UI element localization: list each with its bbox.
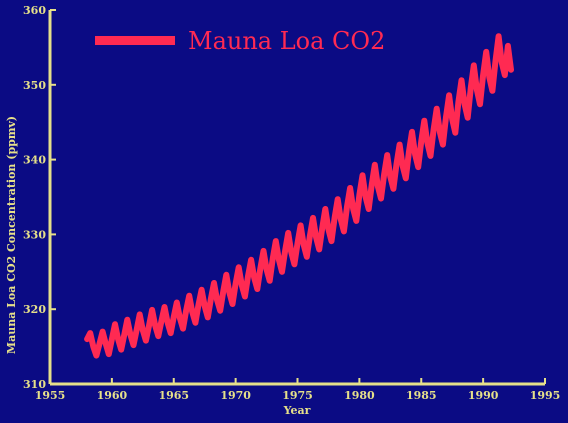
- x-tick-label: 1955: [35, 389, 66, 402]
- x-tick-label: 1960: [97, 389, 128, 402]
- legend-swatch: [95, 36, 175, 45]
- y-tick-label: 350: [23, 79, 46, 92]
- legend-label: Mauna Loa CO2: [188, 27, 385, 55]
- x-tick-label: 1965: [158, 389, 189, 402]
- x-tick-label: 1975: [282, 389, 313, 402]
- legend: Mauna Loa CO2: [95, 27, 385, 55]
- y-tick-label: 310: [23, 378, 46, 391]
- x-ticks: 1955 1960 1965 1970 1975 1980 1985 1990 1995: [35, 378, 561, 402]
- x-tick-label: 1970: [220, 389, 251, 402]
- y-ticks: 310 320 330 340 350 360: [23, 4, 56, 391]
- x-tick-label: 1995: [530, 389, 561, 402]
- series-line-0: [84, 33, 514, 359]
- data-layer: [84, 33, 514, 359]
- y-tick-label: 330: [23, 228, 46, 241]
- x-axis-label: Year: [283, 404, 311, 417]
- y-tick-label: 360: [23, 4, 46, 17]
- x-tick-label: 1980: [344, 389, 375, 402]
- x-tick-label: 1985: [406, 389, 437, 402]
- y-tick-label: 340: [23, 154, 46, 167]
- y-axis-label: Mauna Loa CO2 Concentration (ppmv): [5, 116, 18, 354]
- x-tick-label: 1990: [468, 389, 499, 402]
- y-tick-label: 320: [23, 303, 46, 316]
